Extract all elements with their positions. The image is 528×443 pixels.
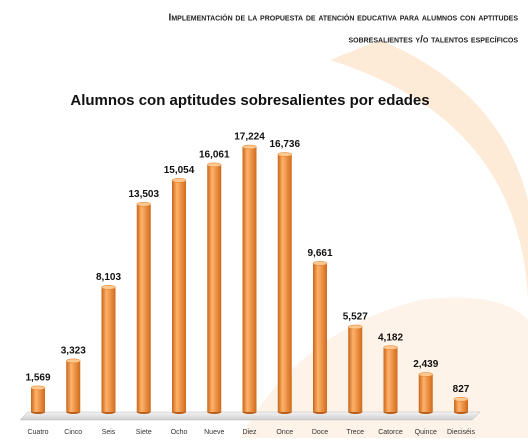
floor bbox=[19, 411, 481, 421]
bar bbox=[136, 204, 151, 412]
bar bbox=[277, 154, 292, 413]
x-tick-label: Siete bbox=[136, 429, 152, 436]
value-label: 16,736 bbox=[269, 139, 300, 150]
x-tick-label: Cinco bbox=[64, 429, 82, 436]
x-tick-label: Nueve bbox=[204, 429, 224, 436]
value-label: 9,661 bbox=[307, 248, 332, 259]
bar-top bbox=[30, 385, 46, 391]
value-label: 3,323 bbox=[61, 346, 86, 357]
x-tick-label: Seis bbox=[102, 429, 116, 436]
bar-top bbox=[312, 261, 328, 266]
value-label: 827 bbox=[453, 384, 470, 395]
value-label: 8,103 bbox=[96, 272, 121, 283]
x-tick-label: Quince bbox=[415, 429, 437, 436]
bar-top bbox=[66, 358, 81, 364]
bar bbox=[348, 326, 363, 412]
bar bbox=[31, 387, 45, 412]
bar-top bbox=[453, 397, 469, 402]
chart-title: Alumnos con aptitudes sobresalientes por… bbox=[70, 92, 429, 109]
x-tick-label: Diez bbox=[242, 429, 257, 436]
bar-top bbox=[171, 178, 187, 183]
value-label: 17,224 bbox=[234, 132, 265, 143]
value-label: 5,527 bbox=[343, 312, 368, 323]
x-tick-label: Trece bbox=[346, 429, 364, 436]
x-tick-label: Dieciséis bbox=[447, 429, 476, 436]
x-tick-label: Once bbox=[276, 429, 293, 436]
bar bbox=[66, 360, 81, 412]
value-label: 2,439 bbox=[413, 359, 438, 370]
bar bbox=[207, 164, 222, 412]
bar bbox=[313, 263, 327, 412]
value-label: 13,503 bbox=[128, 189, 159, 200]
bar-top bbox=[207, 162, 222, 168]
value-label: 1,569 bbox=[25, 373, 50, 384]
header-line: sobresalientes y/o talentos específicos bbox=[348, 35, 518, 46]
bar bbox=[454, 399, 468, 412]
background-swoosh bbox=[330, 40, 528, 300]
bar-top bbox=[383, 345, 398, 350]
x-tick-label: Ocho bbox=[171, 429, 188, 436]
x-tick-label: Cuatro bbox=[27, 429, 48, 436]
value-label: 4,182 bbox=[378, 332, 403, 343]
bar bbox=[242, 147, 257, 412]
x-tick-label: Catorce bbox=[378, 429, 403, 436]
value-label: 16,061 bbox=[199, 150, 230, 161]
bar bbox=[418, 374, 433, 412]
value-label: 15,054 bbox=[164, 165, 195, 176]
bar bbox=[383, 347, 398, 412]
bar-top bbox=[348, 324, 363, 330]
bar bbox=[172, 180, 186, 412]
bar-top bbox=[242, 144, 257, 150]
bar-top bbox=[136, 201, 151, 207]
bar-top bbox=[277, 152, 292, 157]
x-tick-label: Doce bbox=[312, 429, 328, 436]
bar-top bbox=[101, 285, 116, 290]
header-line: Implementación de la propuesta de atenci… bbox=[169, 13, 519, 24]
bar-top bbox=[418, 372, 433, 377]
bar bbox=[101, 287, 116, 412]
